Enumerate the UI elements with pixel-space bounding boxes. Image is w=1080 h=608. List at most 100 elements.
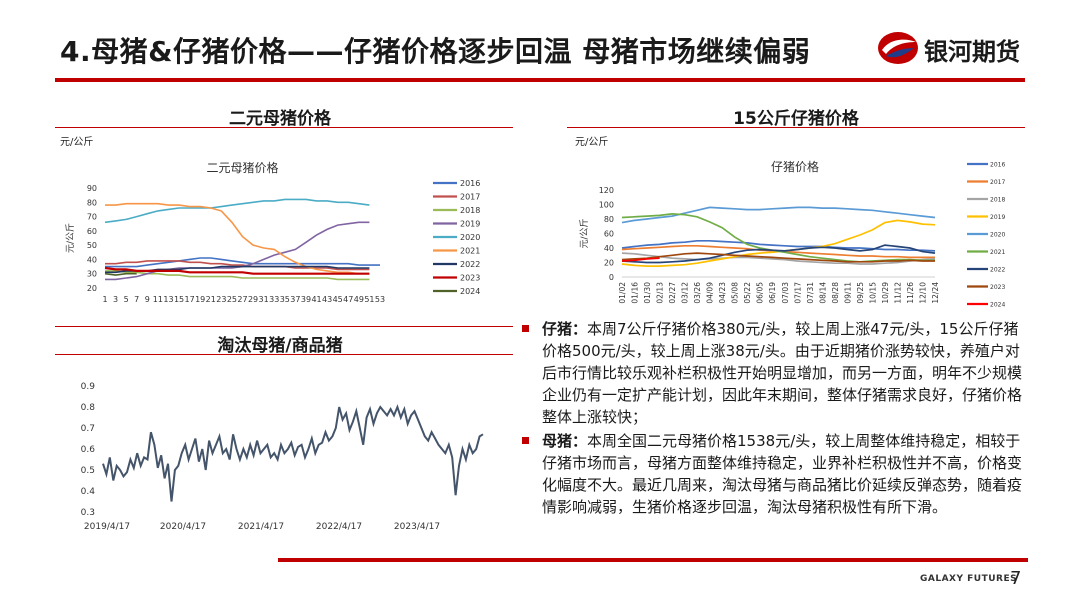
ratio-x-tick-label: 2023/4/17 xyxy=(394,522,440,532)
piglet-x-tick-label: 10/29 xyxy=(881,282,890,304)
sow-legend-label-2019: 2019 xyxy=(460,220,480,229)
sow-x-tick-label: 3 xyxy=(113,295,118,304)
page-title: 4.母猪&仔猪价格——仔猪价格逐步回温 母猪市场继续偏弱 xyxy=(60,35,811,68)
sow-legend-label-2020: 2020 xyxy=(460,233,480,242)
sow-chart-inner-title: 二元母猪价格 xyxy=(206,160,278,175)
piglet-y-tick-label: 60 xyxy=(604,230,614,239)
ratio-y-tick-label: 0.9 xyxy=(81,382,96,392)
ratio-panel-rule-top xyxy=(55,326,513,327)
piglet-x-tick-label: 01/16 xyxy=(631,282,640,304)
piglet-legend-label-2023: 2023 xyxy=(990,284,1005,291)
sow-y-tick-label: 70 xyxy=(87,213,97,222)
galaxy-logo-icon xyxy=(878,32,918,64)
piglet-x-tick-label: 08/28 xyxy=(831,282,840,304)
piglet-x-tick-label: 11/12 xyxy=(893,282,902,304)
sow-y-tick-label: 30 xyxy=(87,270,97,279)
piglet-x-tick-label: 04/09 xyxy=(706,282,715,304)
piglet-chart-inner-title: 仔猪价格 xyxy=(771,159,819,174)
sow-x-tick-label: 11 xyxy=(153,295,163,304)
footer-brand: GALAXY FUTURES xyxy=(920,574,1018,584)
sow-x-tick-label: 31 xyxy=(259,295,269,304)
sow-series-2017 xyxy=(105,260,370,271)
sow-x-tick-label: 33 xyxy=(269,295,279,304)
bullet-marker xyxy=(522,325,529,332)
piglet-x-tick-label: 05/22 xyxy=(743,282,752,304)
piglet-legend-label-2020: 2020 xyxy=(990,232,1005,239)
page-number: 7 xyxy=(1010,568,1022,589)
sow-y-tick-label: 90 xyxy=(87,184,97,193)
sow-x-tick-label: 15 xyxy=(174,295,184,304)
piglet-legend-label-2016: 2016 xyxy=(990,162,1005,169)
sow-x-tick-label: 37 xyxy=(290,295,300,304)
piglet-series-2016 xyxy=(621,239,936,252)
sow-y-tick-label: 50 xyxy=(87,241,97,250)
piglet-y-tick-label: 0 xyxy=(609,273,614,282)
piglet-x-tick-label: 12/24 xyxy=(931,282,940,304)
ratio-x-tick-label: 2022/4/17 xyxy=(316,522,362,532)
ratio-y-tick-label: 0.6 xyxy=(81,445,96,455)
piglet-series-2021 xyxy=(621,213,935,263)
sow-x-tick-label: 13 xyxy=(163,295,173,304)
sow-legend-label-2018: 2018 xyxy=(460,206,480,215)
sow-x-tick-label: 5 xyxy=(124,295,129,304)
sow-series-2023 xyxy=(104,266,370,275)
sow-x-tick-label: 25 xyxy=(227,295,237,304)
sow-legend-label-2022: 2022 xyxy=(460,260,480,269)
ratio-y-tick-label: 0.5 xyxy=(81,466,95,476)
sow-x-tick-label: 51 xyxy=(364,295,374,304)
piglet-x-tick-label: 03/12 xyxy=(681,282,690,304)
sow-x-tick-label: 39 xyxy=(301,295,311,304)
sow-legend-label-2021: 2021 xyxy=(460,247,480,256)
commentary-sow: 母猪：本周全国二元母猪价格1538元/头，较上周整体维持稳定，相较于仔猪市场而言… xyxy=(520,430,1030,518)
sow-x-tick-label: 21 xyxy=(206,295,216,304)
sow-legend-label-2016: 2016 xyxy=(460,179,480,188)
ratio-series-line xyxy=(102,404,484,502)
piglet-x-tick-label: 09/25 xyxy=(856,282,865,304)
sow-x-tick-label: 41 xyxy=(311,295,321,304)
sow-x-tick-label: 27 xyxy=(237,295,247,304)
sow-series-2021 xyxy=(105,202,370,275)
piglet-x-tick-label: 06/19 xyxy=(768,282,777,304)
sow-x-tick-label: 43 xyxy=(322,295,332,304)
sow-x-tick-label: 9 xyxy=(145,295,150,304)
piglet-x-tick-label: 11/26 xyxy=(906,282,915,304)
piglet-series-2023 xyxy=(621,252,935,263)
piglet-x-tick-label: 01/02 xyxy=(618,282,627,304)
sow-x-tick-label: 53 xyxy=(375,295,385,304)
piglet-legend-label-2019: 2019 xyxy=(990,214,1005,221)
ratio-y-tick-label: 0.3 xyxy=(81,508,95,518)
piglet-x-tick-label: 02/13 xyxy=(656,282,665,304)
ratio-chart: 0.3 0.4 0.5 0.6 0.7 0.8 0.9 2019/4/17 2020/4/17 2… xyxy=(81,382,484,532)
commentary-sow-body: 本周全国二元母猪价格1538元/头，较上周整体维持稳定，相较于仔猪市场而言，母猪… xyxy=(542,432,1023,516)
footer-rule xyxy=(278,558,1028,562)
sow-x-tick-label: 7 xyxy=(134,295,139,304)
piglet-panel-heading: 15公斤仔猪价格 xyxy=(733,109,859,129)
piglet-x-tick-label: 07/17 xyxy=(793,282,802,304)
sow-panel-rule xyxy=(55,127,513,128)
sow-x-tick-label: 17 xyxy=(185,295,195,304)
piglet-series-2024 xyxy=(621,257,660,262)
sow-x-tick-label: 49 xyxy=(354,295,364,304)
ratio-y-tick-label: 0.8 xyxy=(81,403,96,413)
sow-x-tick-label: 47 xyxy=(343,295,353,304)
sow-unit-label: 元/公斤 xyxy=(60,137,94,148)
piglet-x-tick-label: 04/23 xyxy=(718,282,727,304)
sow-legend-label-2017: 2017 xyxy=(460,193,480,202)
piglet-x-tick-label: 06/05 xyxy=(756,282,765,304)
ratio-x-tick-label: 2020/4/17 xyxy=(160,522,206,532)
piglet-x-tick-label: 05/08 xyxy=(731,282,740,304)
piglet-legend-label-2024: 2024 xyxy=(990,302,1005,309)
bullet-marker xyxy=(522,437,529,444)
piglet-x-tick-label: 12/10 xyxy=(918,282,927,304)
sow-x-tick-label: 23 xyxy=(216,295,226,304)
ratio-x-tick-label: 2021/4/17 xyxy=(238,522,284,532)
ratio-y-tick-label: 0.7 xyxy=(81,424,95,434)
sow-legend-label-2023: 2023 xyxy=(460,274,480,283)
piglet-x-tick-label: 08/14 xyxy=(818,282,827,304)
commentary-piglet: 仔猪：本周7公斤仔猪价格380元/头，较上周上涨47元/头，15公斤仔猪价格50… xyxy=(520,318,1030,428)
piglet-x-tick-label: 03/26 xyxy=(693,282,702,304)
piglet-price-chart: 仔猪价格 0 20 40 60 80 100 120 元/公斤 01/02 01/16 01/30 02… xyxy=(579,159,1005,309)
ratio-y-tick-label: 0.4 xyxy=(81,487,96,497)
brand-name: 银河期货 xyxy=(924,38,1020,66)
piglet-y-tick-label: 100 xyxy=(599,201,614,210)
